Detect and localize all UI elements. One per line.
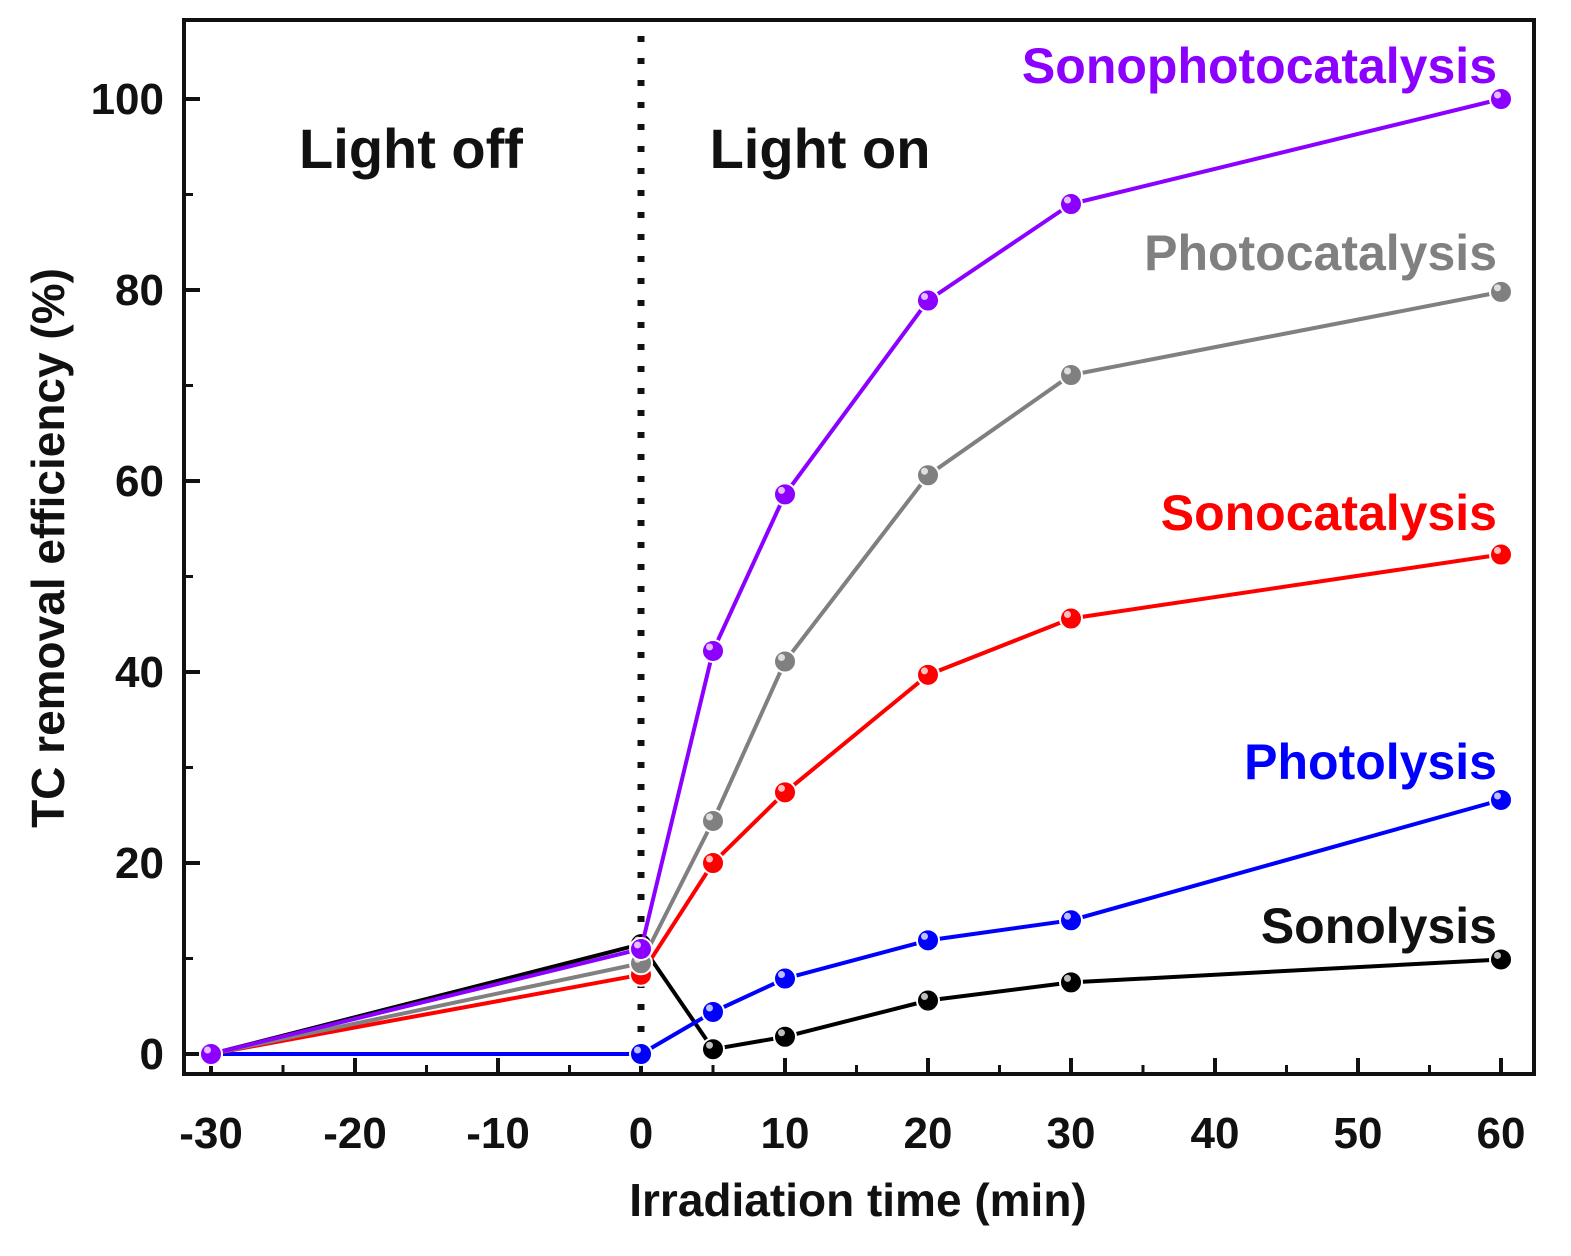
sonocatalysis-point: [701, 851, 725, 875]
photocatalysis-point-highlight: [706, 813, 713, 821]
sonocatalysis-line: [210, 552, 1502, 1056]
sonophotocatalysis-point-highlight: [706, 643, 713, 651]
sonocatalysis-point: [916, 662, 940, 687]
y-axis: 0 20 40 60 80 100: [91, 75, 200, 1079]
series-label-sonocatalysis: Sonocatalysis: [1161, 485, 1497, 541]
photolysis-point: [916, 928, 940, 953]
sonophotocatalysis-point-highlight: [1064, 196, 1071, 204]
y-tick-label: 100: [91, 75, 164, 124]
plot-frame: [182, 18, 1536, 1076]
photocatalysis-point: [773, 649, 797, 674]
photolysis-point: [773, 966, 797, 991]
sonocatalysis-point-highlight: [706, 855, 713, 863]
sonophotocatalysis-point-highlight: [921, 293, 928, 301]
x-tick-label: 30: [1047, 1109, 1096, 1158]
photocatalysis-point: [916, 463, 940, 488]
x-tick-label: 60: [1477, 1109, 1526, 1158]
x-tick-label: 20: [904, 1109, 953, 1158]
x-tick-label: 50: [1334, 1109, 1383, 1158]
sonophotocatalysis-point: [773, 482, 797, 507]
sonocatalysis-point: [1489, 542, 1513, 567]
photolysis-point: [1489, 787, 1513, 812]
series-label-photolysis: Photolysis: [1244, 734, 1497, 790]
photolysis-point: [629, 1042, 653, 1066]
series-photolysis: [199, 787, 1513, 1066]
sonolysis-point-highlight: [1494, 951, 1501, 959]
sonolysis-point: [773, 1024, 797, 1049]
photocatalysis-point-highlight: [778, 653, 785, 661]
sonolysis-point-highlight: [1064, 974, 1071, 982]
sonolysis-point: [916, 988, 940, 1013]
sonocatalysis-point: [773, 780, 797, 805]
x-tick-label: -20: [323, 1109, 387, 1158]
photolysis-point: [1059, 908, 1083, 933]
sonophotocatalysis-point-highlight: [1494, 91, 1501, 99]
x-tick-label: 10: [761, 1109, 810, 1158]
light-on-label: Light on: [710, 117, 931, 180]
x-tick-label: 0: [629, 1109, 653, 1158]
y-tick-label: 20: [115, 839, 164, 888]
sonolysis-point-highlight: [706, 1041, 713, 1049]
sonophotocatalysis-point: [199, 1042, 223, 1066]
photocatalysis-point: [1489, 279, 1513, 304]
sonophotocatalysis-point: [916, 288, 940, 313]
photolysis-point-highlight: [778, 971, 785, 979]
sonocatalysis-point-highlight: [1064, 611, 1071, 619]
x-axis-title: Irradiation time (min): [629, 1174, 1086, 1226]
x-axis: -30 -20 -10 0 10 20 30 40 50 60: [179, 1058, 1525, 1158]
photolysis-point-highlight: [634, 1046, 641, 1054]
y-tick-label: 80: [115, 266, 164, 315]
photolysis-point-highlight: [921, 932, 928, 940]
x-tick-label: -10: [466, 1109, 530, 1158]
sonocatalysis-point: [1059, 606, 1083, 631]
light-off-label: Light off: [299, 117, 523, 180]
y-tick-label: 60: [115, 457, 164, 506]
photocatalysis-point-highlight: [1064, 367, 1071, 375]
photolysis-point-highlight: [706, 1004, 713, 1012]
series-labels: Sonolysis Photolysis Sonocatalysis Photocat…: [1022, 38, 1497, 954]
sonolysis-point-highlight: [778, 1029, 785, 1037]
photocatalysis-point: [1059, 362, 1083, 387]
y-axis-title: TC removal efficiency (%): [22, 268, 74, 828]
y-tick-label: 0: [140, 1030, 164, 1079]
photocatalysis-point-highlight: [921, 467, 928, 475]
sonocatalysis-point-highlight: [778, 784, 785, 792]
photocatalysis-point: [701, 808, 725, 833]
sonophotocatalysis-point-highlight: [634, 941, 641, 949]
sonophotocatalysis-point: [629, 936, 653, 961]
series-label-sonolysis: Sonolysis: [1261, 898, 1497, 954]
x-tick-label: 40: [1191, 1109, 1240, 1158]
series-sonophotocatalysis: [199, 87, 1513, 1066]
x-tick-label: -30: [179, 1109, 243, 1158]
series-sonocatalysis: [199, 542, 1513, 1066]
sonophotocatalysis-point: [1059, 192, 1083, 217]
series-layer: [199, 87, 1513, 1066]
sonophotocatalysis-point-highlight: [778, 486, 785, 494]
photocatalysis-point-highlight: [1494, 284, 1501, 292]
y-tick-label: 40: [115, 648, 164, 697]
series-label-sonophotocatalysis: Sonophotocatalysis: [1022, 38, 1497, 94]
sonophotocatalysis-point-highlight: [204, 1046, 211, 1054]
sonocatalysis-point-highlight: [1494, 547, 1501, 555]
sonocatalysis-point-highlight: [921, 667, 928, 675]
photolysis-point-highlight: [1064, 912, 1071, 920]
sonophotocatalysis-point: [701, 638, 725, 663]
photolysis-point-highlight: [1494, 792, 1501, 800]
sonolysis-point: [701, 1037, 725, 1062]
photolysis-point: [701, 999, 725, 1024]
series-label-photocatalysis: Photocatalysis: [1144, 225, 1497, 281]
sonolysis-point-highlight: [921, 993, 928, 1001]
sonolysis-point: [1059, 970, 1083, 995]
